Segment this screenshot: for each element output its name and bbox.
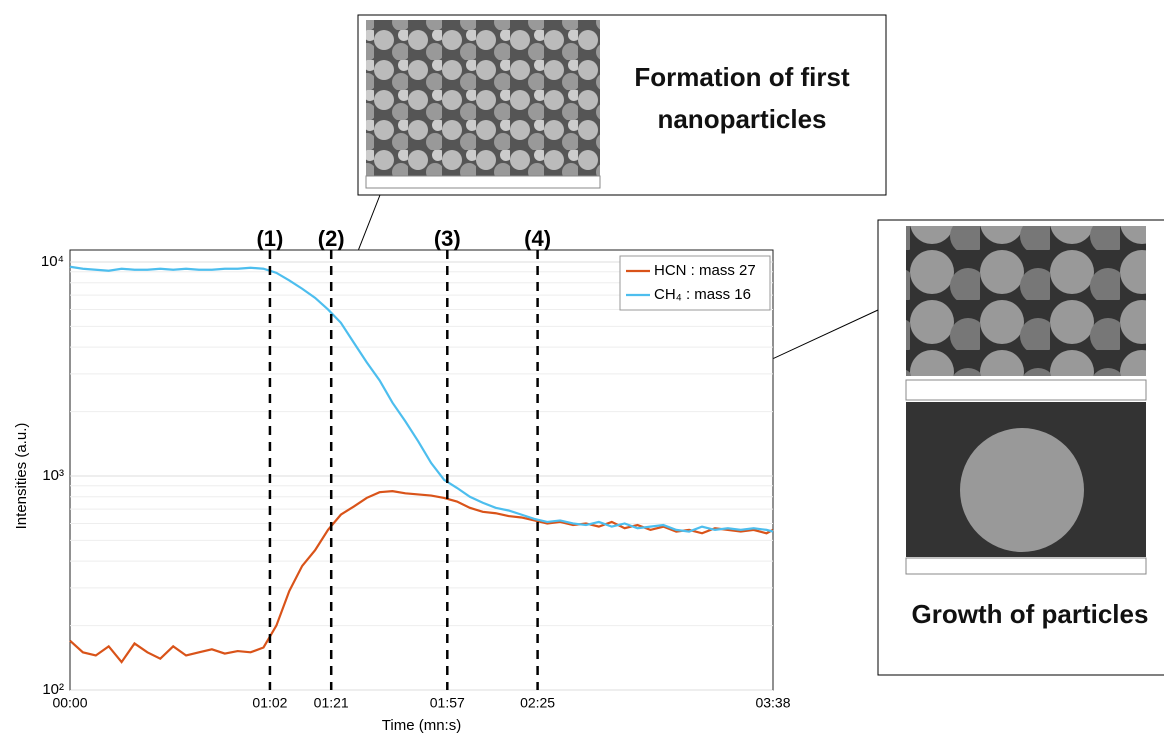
x-axis-label: Time (mn:s): [382, 717, 461, 734]
x-tick-label: 01:57: [430, 695, 465, 711]
x-tick-label: 01:21: [314, 695, 349, 711]
marker-label: (4): [524, 226, 551, 251]
plot-area: [70, 250, 773, 690]
y-tick-label: 10⁴: [41, 253, 64, 270]
sem-image: [366, 20, 600, 188]
legend-label: CH₄ : mass 16: [654, 286, 751, 303]
sem-particle: [960, 428, 1084, 552]
chart: Formation of firstnanoparticles Growth o…: [0, 0, 1164, 736]
sem-footer: [366, 176, 600, 188]
x-tick-label: 02:25: [520, 695, 555, 711]
sem-footer: [906, 558, 1146, 574]
marker-label: (2): [318, 226, 345, 251]
marker-label: (1): [256, 226, 283, 251]
sem-footer: [906, 380, 1146, 400]
legend-label: HCN : mass 27: [654, 262, 756, 279]
x-tick-label: 00:00: [52, 695, 87, 711]
annotation: Growth of particles: [912, 599, 1149, 629]
sem-image: [906, 226, 1146, 376]
x-tick-label: 01:02: [252, 695, 287, 711]
x-tick-label: 03:38: [755, 695, 790, 711]
y-axis-label: Intensities (a.u.): [13, 423, 30, 530]
y-tick-label: 10³: [42, 467, 64, 484]
marker-label: (3): [434, 226, 461, 251]
